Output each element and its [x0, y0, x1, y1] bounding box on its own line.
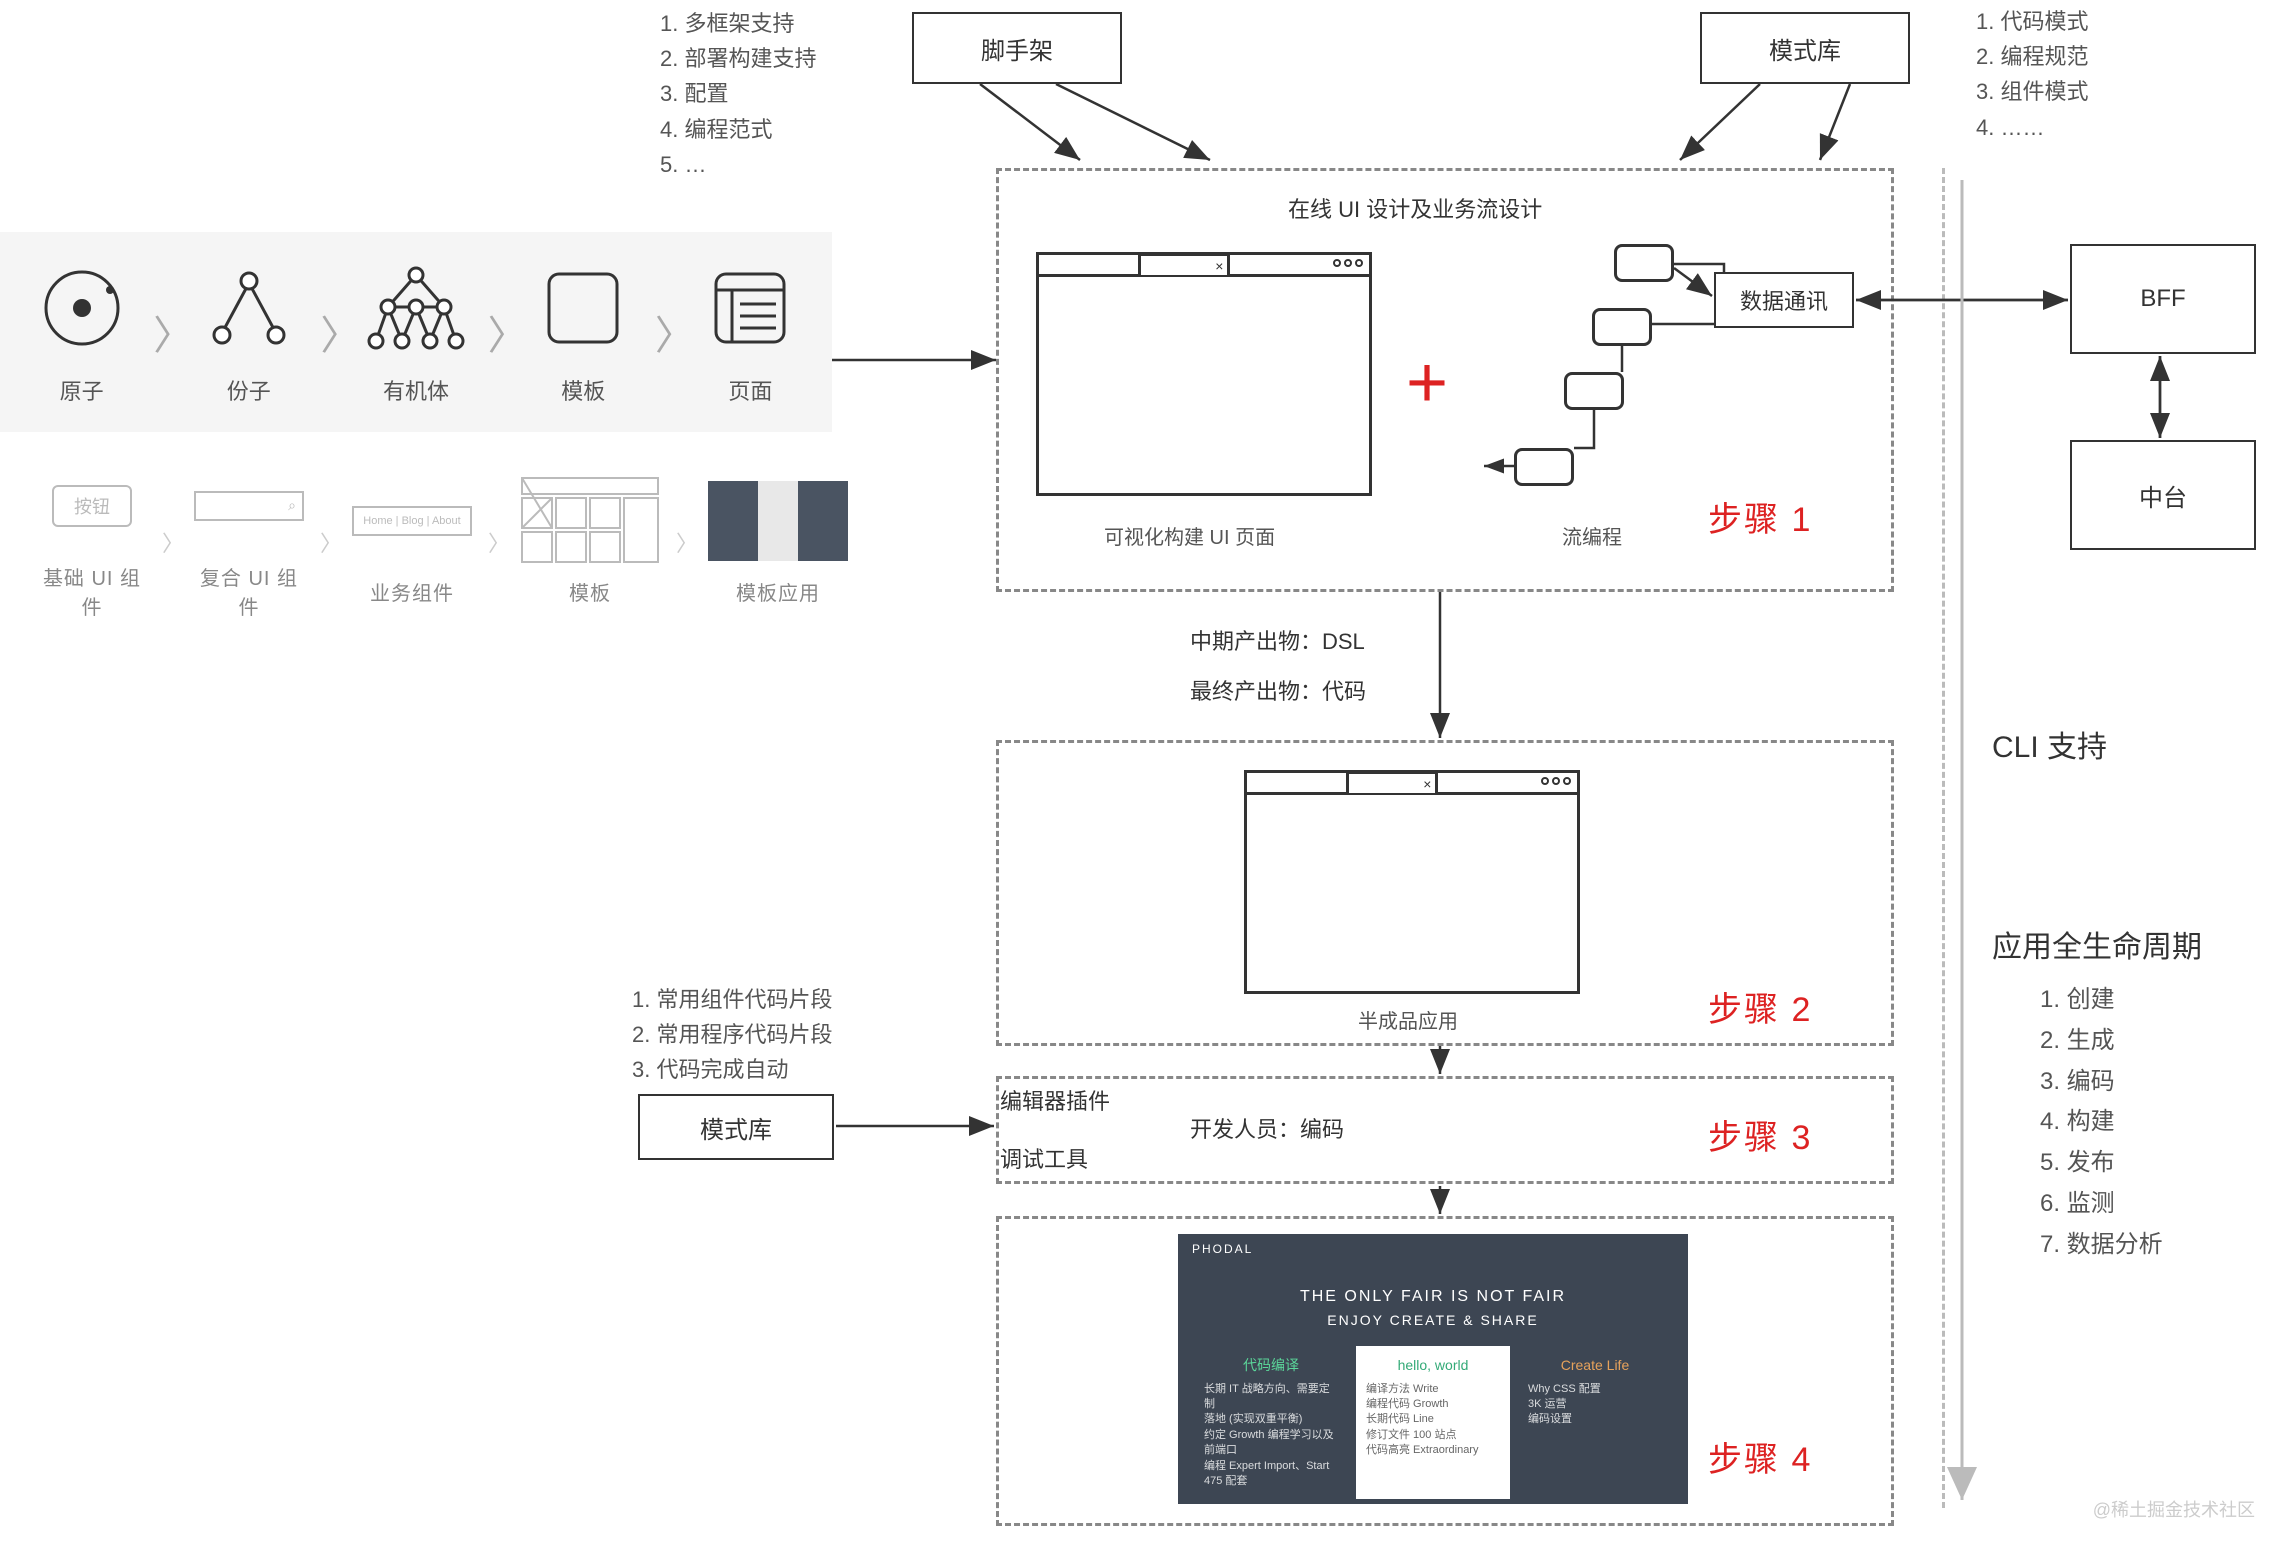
final-output-label: 最终产出物：代码: [1190, 674, 1366, 709]
template-app-thumb-icon: [708, 479, 848, 563]
chevron-icon: 〉: [676, 526, 692, 558]
ui-builder-window: ×: [1036, 252, 1372, 496]
chevron-icon: 〉: [153, 303, 177, 361]
code-pattern-list: 1. 代码模式 2. 编程规范 3. 组件模式 4. ……: [1976, 4, 2088, 145]
pattern-lib-box-top: 模式库: [1700, 12, 1910, 84]
chevron-icon: 〉: [488, 526, 504, 558]
atom-item-organism: 有机体: [362, 258, 469, 406]
plus-icon: +: [1406, 342, 1448, 424]
chevron-icon: 〉: [162, 526, 178, 558]
atom-icon: [28, 258, 135, 358]
chevron-icon: 〉: [320, 303, 344, 361]
app-brand: PHODAL: [1178, 1234, 1688, 1264]
data-comm-box: 数据通讯: [1714, 272, 1854, 328]
nav-mock-icon: Home | Blog | About: [352, 479, 472, 563]
searchbox-mock-icon: ⌕: [194, 464, 304, 548]
step3-label: 步骤 3: [1708, 1110, 1812, 1159]
ui-builder-caption: 可视化构建 UI 页面: [1104, 522, 1275, 554]
atom-item-page: 页面: [697, 258, 804, 406]
pattern-lib-box-bottom: 模式库: [638, 1094, 834, 1160]
atom-item-template: 模板: [530, 258, 637, 406]
bff-box: BFF: [2070, 244, 2256, 354]
preview-card-2: hello, world 编译方法 Write 编程代码 Growth 长期代码…: [1356, 1346, 1510, 1499]
pattern-lib-label-bottom: 模式库: [700, 1110, 772, 1145]
button-mock-icon: 按钮: [38, 464, 146, 548]
lifecycle-list: 1. 创建 2. 生成 3. 编码 4. 构建 5. 发布 6. 监测 7. 数…: [2040, 980, 2163, 1266]
chevron-icon: 〉: [488, 303, 512, 361]
data-comm-label: 数据通讯: [1740, 284, 1828, 316]
hero-line1: THE ONLY FAIR IS NOT FAIR: [1178, 1288, 1688, 1306]
semi-app-caption: 半成品应用: [1358, 1006, 1458, 1038]
debug-tool-label: 调试工具: [1000, 1142, 1088, 1177]
tier-basic-ui: 按钮 基础 UI 组件: [38, 464, 146, 620]
tier-template-app: 模板应用: [708, 479, 848, 606]
pattern-lib-label-top: 模式库: [1769, 31, 1841, 66]
component-tiers-strip: 按钮 基础 UI 组件 〉 ⌕ 复合 UI 组件 〉 Home | Blog |…: [38, 462, 848, 622]
template-app-preview: PHODAL THE ONLY FAIR IS NOT FAIR ENJOY C…: [1178, 1234, 1688, 1504]
organism-icon: [362, 258, 469, 358]
step2-label: 步骤 2: [1708, 982, 1812, 1031]
lifecycle-title: 应用全生命周期: [1992, 924, 2202, 972]
midplatform-box: 中台: [2070, 440, 2256, 550]
step1-title: 在线 UI 设计及业务流设计: [1288, 192, 1542, 227]
mid-output-label: 中期产出物：DSL: [1190, 624, 1365, 659]
scaffold-box: 脚手架: [912, 12, 1122, 84]
template-icon: [530, 258, 637, 358]
page-icon: [697, 258, 804, 358]
atom-item-molecule: 份子: [195, 258, 302, 406]
midplatform-label: 中台: [2139, 478, 2187, 513]
preview-card-1: 代码编译 长期 IT 战略方向、需要定制 落地 (实现双重平衡) 约定 Grow…: [1194, 1346, 1348, 1499]
molecule-icon: [195, 258, 302, 358]
step1-label: 步骤 1: [1708, 492, 1812, 541]
bff-label: BFF: [2140, 285, 2185, 313]
wireframe-icon: [520, 479, 660, 563]
scaffold-label: 脚手架: [981, 31, 1053, 66]
chevron-icon: 〉: [320, 526, 336, 558]
atom-item-atom: 原子: [28, 258, 135, 406]
snippets-list: 1. 常用组件代码片段 2. 常用程序代码片段 3. 代码完成自动: [632, 982, 832, 1088]
semi-app-window: ×: [1244, 770, 1580, 994]
chevron-icon: 〉: [655, 303, 679, 361]
atomic-design-strip: 原子 〉 份子 〉: [0, 232, 832, 432]
tier-composite-ui: ⌕ 复合 UI 组件: [194, 464, 304, 620]
editor-plugin-label: 编辑器插件: [1000, 1084, 1110, 1119]
watermark: @稀土掘金技术社区: [2093, 1496, 2255, 1522]
preview-card-3: Create Life Why CSS 配置 3K 运营 编码设置: [1518, 1346, 1672, 1499]
tier-template: 模板: [520, 479, 660, 606]
framework-support-list: 1. 多框架支持 2. 部署构建支持 3. 配置 4. 编程范式 5. …: [660, 6, 816, 182]
flow-programming-caption: 流编程: [1562, 522, 1622, 554]
cli-support-title: CLI 支持: [1992, 724, 2107, 772]
dev-coding-label: 开发人员：编码: [1190, 1112, 1344, 1147]
vertical-divider: [1942, 168, 1945, 1508]
tier-business: Home | Blog | About 业务组件: [352, 479, 472, 606]
step4-label: 步骤 4: [1708, 1432, 1812, 1481]
hero-line2: ENJOY CREATE & SHARE: [1178, 1312, 1688, 1328]
